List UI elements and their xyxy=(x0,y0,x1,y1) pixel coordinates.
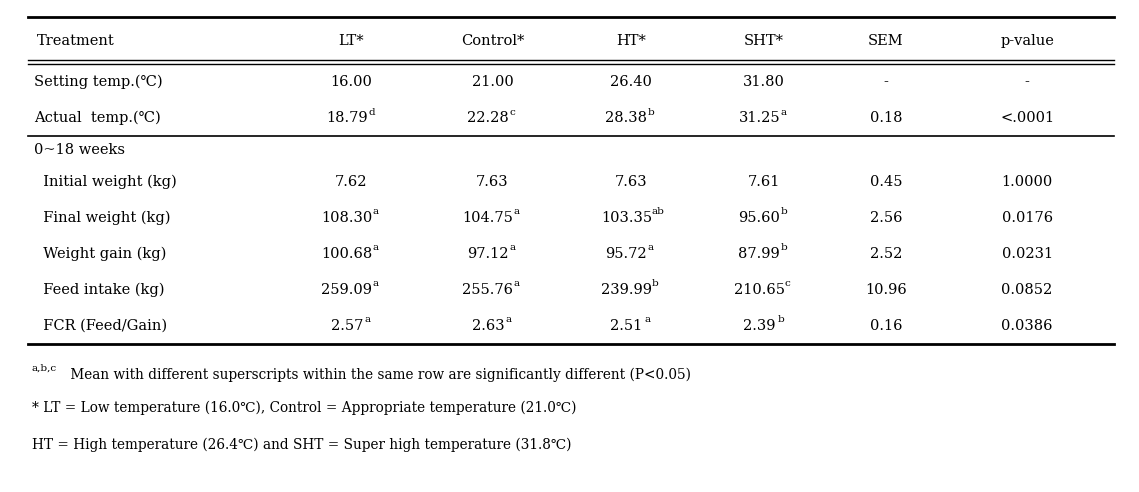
Text: 104.75: 104.75 xyxy=(462,211,514,225)
Text: 2.39: 2.39 xyxy=(743,319,776,333)
Text: 108.30: 108.30 xyxy=(321,211,372,225)
Text: b: b xyxy=(781,207,788,216)
Text: -: - xyxy=(884,75,888,89)
Text: HT = High temperature (26.4℃) and SHT = Super high temperature (31.8℃): HT = High temperature (26.4℃) and SHT = … xyxy=(32,437,572,452)
Text: 100.68: 100.68 xyxy=(321,247,372,261)
Text: 95.72: 95.72 xyxy=(606,247,647,261)
Text: 2.51: 2.51 xyxy=(611,319,642,333)
Text: a: a xyxy=(372,207,378,216)
Text: c: c xyxy=(509,108,515,118)
Text: Control*: Control* xyxy=(461,33,524,48)
Text: 97.12: 97.12 xyxy=(467,247,509,261)
Text: 239.99: 239.99 xyxy=(601,283,652,297)
Text: 0.45: 0.45 xyxy=(870,175,902,189)
Text: 0.18: 0.18 xyxy=(870,111,902,125)
Text: 7.61: 7.61 xyxy=(747,175,780,189)
Text: 2.57: 2.57 xyxy=(330,319,363,333)
Text: Setting temp.(℃): Setting temp.(℃) xyxy=(34,75,163,89)
Text: Weight gain (kg): Weight gain (kg) xyxy=(34,247,166,261)
Text: 10.96: 10.96 xyxy=(866,283,907,297)
Text: 7.63: 7.63 xyxy=(476,175,509,189)
Text: 2.56: 2.56 xyxy=(870,211,902,225)
Text: p-value: p-value xyxy=(1000,33,1054,48)
Text: 31.25: 31.25 xyxy=(738,111,780,125)
Text: Treatment: Treatment xyxy=(38,33,115,48)
Text: 0.0231: 0.0231 xyxy=(1001,247,1052,261)
Text: 7.63: 7.63 xyxy=(615,175,647,189)
Text: 2.63: 2.63 xyxy=(472,319,505,333)
Text: 0.0176: 0.0176 xyxy=(1001,211,1052,225)
Text: SEM: SEM xyxy=(868,33,904,48)
Text: a: a xyxy=(372,243,378,252)
Text: LT*: LT* xyxy=(338,33,364,48)
Text: 31.80: 31.80 xyxy=(743,75,785,89)
Text: c: c xyxy=(785,279,790,288)
Text: ab: ab xyxy=(652,207,664,216)
Text: a: a xyxy=(509,243,516,252)
Text: a: a xyxy=(364,315,371,324)
Text: 1.0000: 1.0000 xyxy=(1001,175,1052,189)
Text: 7.62: 7.62 xyxy=(335,175,368,189)
Text: 255.76: 255.76 xyxy=(462,283,514,297)
Text: Mean with different superscripts within the same row are significantly different: Mean with different superscripts within … xyxy=(66,368,691,382)
Text: * LT = Low temperature (16.0℃), Control = Appropriate temperature (21.0℃): * LT = Low temperature (16.0℃), Control … xyxy=(32,400,576,415)
Text: Final weight (kg): Final weight (kg) xyxy=(34,211,171,225)
Text: a: a xyxy=(506,315,513,324)
Text: 28.38: 28.38 xyxy=(605,111,647,125)
Text: 2.52: 2.52 xyxy=(870,247,902,261)
Text: <.0001: <.0001 xyxy=(1000,111,1055,125)
Text: Actual  temp.(℃): Actual temp.(℃) xyxy=(34,111,161,125)
Text: Initial weight (kg): Initial weight (kg) xyxy=(34,175,177,189)
Text: b: b xyxy=(777,315,784,324)
Text: 210.65: 210.65 xyxy=(734,283,785,297)
Text: b: b xyxy=(781,243,788,252)
Text: HT*: HT* xyxy=(616,33,646,48)
Text: 0.0386: 0.0386 xyxy=(1001,319,1052,333)
Text: 0~18 weeks: 0~18 weeks xyxy=(34,143,125,157)
Text: a: a xyxy=(648,243,654,252)
Text: a: a xyxy=(781,108,787,118)
Text: 21.00: 21.00 xyxy=(472,75,514,89)
Text: 95.60: 95.60 xyxy=(738,211,780,225)
Text: b: b xyxy=(648,108,655,118)
Text: 87.99: 87.99 xyxy=(738,247,780,261)
Text: -: - xyxy=(1025,75,1030,89)
Text: d: d xyxy=(369,108,375,118)
Text: Feed intake (kg): Feed intake (kg) xyxy=(34,283,164,297)
Text: 0.0852: 0.0852 xyxy=(1001,283,1052,297)
Text: 103.35: 103.35 xyxy=(600,211,652,225)
Text: a: a xyxy=(514,279,519,288)
Text: b: b xyxy=(652,279,658,288)
Text: SHT*: SHT* xyxy=(744,33,784,48)
Text: 0.16: 0.16 xyxy=(870,319,902,333)
Text: 22.28: 22.28 xyxy=(467,111,509,125)
Text: a: a xyxy=(514,207,519,216)
Text: 18.79: 18.79 xyxy=(326,111,368,125)
Text: FCR (Feed/Gain): FCR (Feed/Gain) xyxy=(34,319,167,333)
Text: a: a xyxy=(372,279,378,288)
Text: 259.09: 259.09 xyxy=(321,283,372,297)
Text: 26.40: 26.40 xyxy=(611,75,652,89)
Text: 16.00: 16.00 xyxy=(330,75,372,89)
Text: a,b,c: a,b,c xyxy=(32,364,57,372)
Text: a: a xyxy=(645,315,650,324)
